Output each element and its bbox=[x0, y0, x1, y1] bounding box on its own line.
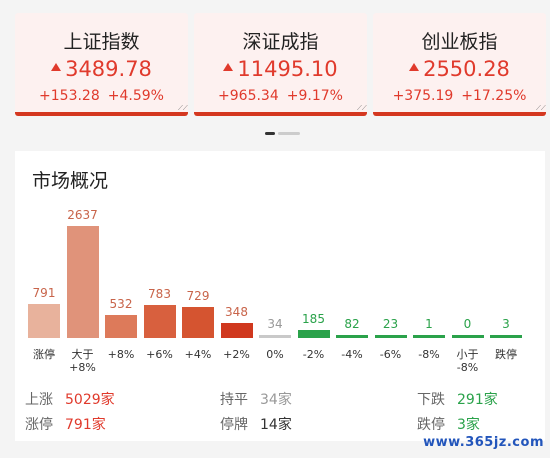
bar bbox=[28, 304, 60, 338]
bar bbox=[413, 335, 445, 338]
bar-value-label: 185 bbox=[302, 312, 325, 326]
index-price: 2550.28 bbox=[373, 57, 546, 81]
panel-title: 市场概况 bbox=[32, 170, 109, 192]
bar-value-label: 2637 bbox=[67, 208, 98, 222]
bar-value-label: 23 bbox=[382, 317, 399, 331]
bar-value-label: 791 bbox=[32, 286, 56, 300]
bar-category-label: -8% bbox=[418, 348, 440, 361]
index-name: 上证指数 bbox=[63, 31, 140, 53]
index-name: 深证成指 bbox=[242, 31, 319, 53]
index-card-sz[interactable]: 深证成指 11495.10 +965.34 +9.17% ⟋⟋ bbox=[194, 13, 367, 116]
distribution-chart: 791 涨停 2637 大于 +8% 532 +8% 783 +6% 729 +4% 348 +2% 34… bbox=[15, 196, 545, 386]
bar bbox=[259, 335, 291, 338]
index-cards: 上证指数 3489.78 +153.28 +4.59% ⟋⟋ 深证成指 11495… bbox=[0, 0, 550, 120]
stat-limit-up: 涨停 791家 bbox=[25, 417, 106, 433]
up-arrow-icon bbox=[223, 63, 234, 71]
bar-category-label: 涨停 bbox=[33, 348, 55, 361]
card-underline bbox=[15, 112, 188, 116]
bar bbox=[220, 323, 253, 338]
index-change: +965.34 +9.17% bbox=[218, 88, 343, 104]
bar-value-label: 3 bbox=[502, 317, 510, 331]
bar-value-label: 0 bbox=[463, 317, 472, 331]
bar-category-label: +8% bbox=[107, 348, 135, 361]
bar bbox=[374, 335, 407, 338]
stat-suspend: 停牌 14家 bbox=[220, 417, 292, 433]
bar-category-label: 大于 +8% bbox=[69, 348, 96, 374]
market-overview-panel: 市场概况 791 涨停 2637 大于 +8% 532 +8% 783 +6% 729 +4% 348… bbox=[15, 151, 545, 441]
bar-value-label: 348 bbox=[225, 305, 248, 319]
card-underline bbox=[194, 112, 367, 116]
bar bbox=[182, 307, 214, 338]
page-indicator[interactable] bbox=[265, 132, 300, 135]
up-arrow-icon bbox=[409, 63, 420, 71]
bar bbox=[451, 335, 484, 338]
bar-value-label: 34 bbox=[267, 317, 283, 331]
corner-mark-icon: ⟋⟋ bbox=[357, 104, 367, 112]
bar-category-label: 0% bbox=[266, 348, 284, 361]
stat-rise: 上涨 5029家 bbox=[25, 392, 115, 408]
index-name: 创业板指 bbox=[421, 31, 498, 53]
stat-flat: 持平 34家 bbox=[220, 392, 292, 408]
bar bbox=[105, 315, 137, 338]
market-stats: 上涨 5029家 持平 34家 下跌 291家 涨停 791家 停牌 14家 跌停 3家 bbox=[15, 387, 545, 441]
index-card-sh[interactable]: 上证指数 3489.78 +153.28 +4.59% ⟋⟋ bbox=[15, 13, 188, 116]
corner-mark-icon: ⟋⟋ bbox=[536, 104, 546, 112]
index-card-cy[interactable]: 创业板指 2550.28 +375.19 +17.25% ⟋⟋ bbox=[373, 13, 546, 116]
bar-value-label: 82 bbox=[344, 317, 360, 331]
up-arrow-icon bbox=[51, 63, 62, 71]
index-change: +375.19 +17.25% bbox=[392, 88, 527, 104]
bar-category-label: 小于 -8% bbox=[456, 348, 479, 374]
bar-category-label: 跌停 bbox=[495, 348, 517, 361]
stat-limit-down: 跌停 3家 bbox=[417, 417, 480, 433]
bar-category-label: +2% bbox=[223, 348, 250, 361]
bar-category-label: -2% bbox=[302, 348, 325, 361]
bar-value-label: 1 bbox=[425, 317, 433, 331]
card-underline bbox=[373, 112, 546, 116]
bar-category-label: -6% bbox=[379, 348, 402, 361]
index-price: 11495.10 bbox=[194, 57, 367, 81]
bar-category-label: +6% bbox=[146, 348, 173, 361]
index-price: 3489.78 bbox=[15, 57, 188, 81]
bar bbox=[143, 305, 176, 338]
stat-fall: 下跌 291家 bbox=[417, 392, 498, 408]
corner-mark-icon: ⟋⟋ bbox=[178, 104, 188, 112]
bar bbox=[336, 335, 368, 338]
bar-value-label: 532 bbox=[109, 297, 133, 311]
page-dot bbox=[278, 132, 300, 135]
page-dot-active bbox=[265, 132, 275, 135]
bar-value-label: 729 bbox=[186, 289, 210, 303]
watermark: www.365jz.com bbox=[423, 435, 544, 450]
bar bbox=[490, 335, 522, 338]
bar bbox=[297, 330, 330, 338]
index-change: +153.28 +4.59% bbox=[39, 88, 164, 104]
bar bbox=[66, 226, 99, 338]
bar-category-label: +4% bbox=[184, 348, 212, 361]
bar-value-label: 783 bbox=[148, 287, 171, 301]
bar-category-label: -4% bbox=[341, 348, 363, 361]
